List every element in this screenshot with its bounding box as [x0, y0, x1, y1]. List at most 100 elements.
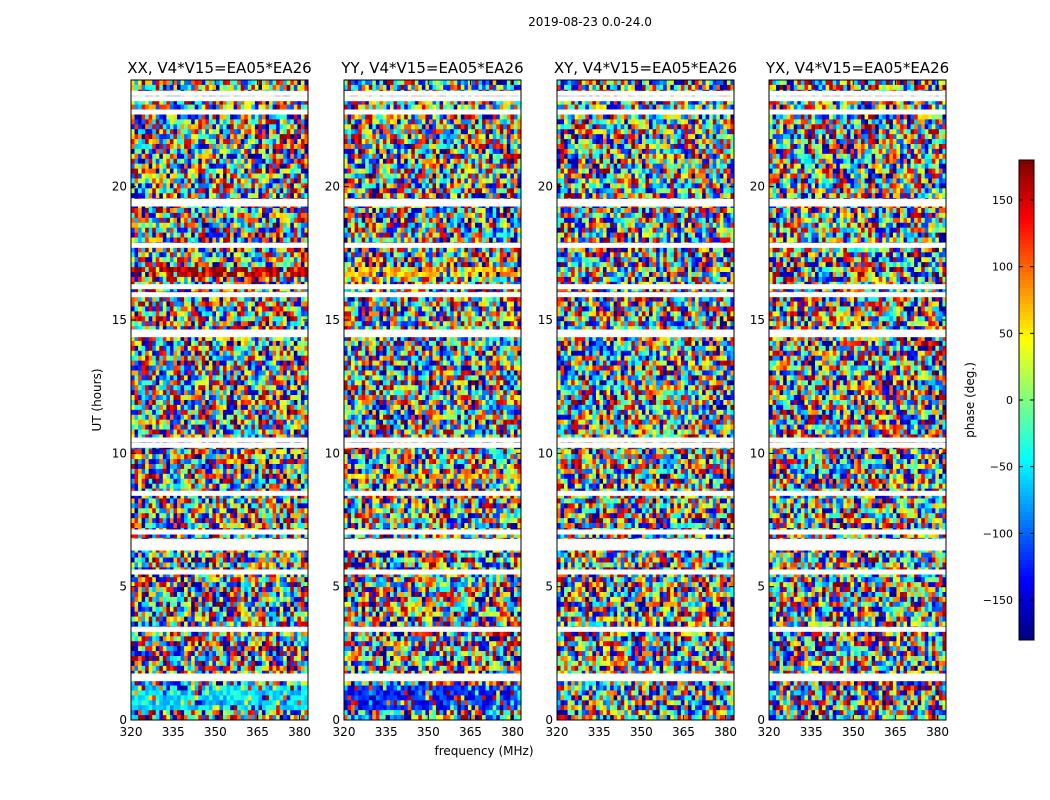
flag-gap [769, 91, 946, 96]
colorbar-segment [1019, 528, 1034, 532]
colorbar-segment [1019, 548, 1034, 552]
y-tick-label: 5 [332, 580, 340, 594]
colorbar-segment [1019, 200, 1034, 204]
flag-gap [344, 91, 521, 96]
colorbar-segment [1019, 512, 1034, 516]
flag-gap [769, 491, 946, 496]
colorbar-segment [1019, 460, 1034, 464]
flag-gap [769, 284, 946, 289]
colorbar-segment [1019, 272, 1034, 276]
flag-gap [344, 570, 521, 575]
y-tick-label: 0 [332, 713, 340, 727]
colorbar-segment [1019, 544, 1034, 548]
y-tick-label: 5 [119, 580, 127, 594]
flag-gap [344, 674, 521, 679]
colorbar-segment [1019, 584, 1034, 588]
colorbar-tick-label: −100 [983, 527, 1013, 540]
colorbar-segment [1019, 428, 1034, 432]
colorbar-segment [1019, 384, 1034, 388]
colorbar-segment [1019, 456, 1034, 460]
colorbar-segment [1019, 260, 1034, 264]
colorbar-segment [1019, 284, 1034, 288]
colorbar-segment [1019, 256, 1034, 260]
flag-gap [769, 110, 946, 115]
colorbar-segment [1019, 380, 1034, 384]
x-tick-label: 380 [288, 725, 311, 739]
colorbar-segment [1019, 540, 1034, 544]
flag-gap [557, 674, 734, 679]
colorbar-segment [1019, 324, 1034, 328]
flag-gap [344, 627, 521, 632]
colorbar-tick-label: −50 [990, 461, 1013, 474]
x-tick-label: 335 [375, 725, 398, 739]
flag-gap [344, 284, 521, 289]
flag-gap [131, 110, 308, 115]
flag-gap [344, 330, 521, 335]
phase-image-yx [769, 80, 946, 720]
x-tick-label: 320 [546, 725, 569, 739]
flag-gap [131, 570, 308, 575]
panel-title: YX, V4*V15=EA05*EA26 [765, 59, 949, 77]
colorbar-segment [1019, 580, 1034, 584]
colorbar-segment [1019, 296, 1034, 300]
colorbar-segment [1019, 228, 1034, 232]
colorbar-segment [1019, 332, 1034, 336]
colorbar-tick-label: 0 [1006, 394, 1013, 407]
colorbar-segment [1019, 588, 1034, 592]
colorbar-segment [1019, 320, 1034, 324]
colorbar-segment [1019, 204, 1034, 208]
x-tick-label: 335 [162, 725, 185, 739]
colorbar-segment [1019, 392, 1034, 396]
colorbar-segment [1019, 632, 1034, 636]
flag-gap [557, 570, 734, 575]
flag-gap [557, 96, 734, 101]
colorbar-segment [1019, 536, 1034, 540]
flag-gap [769, 627, 946, 632]
phase-image-xy [557, 80, 734, 720]
x-tick-label: 320 [333, 725, 356, 739]
colorbar-segment [1019, 192, 1034, 196]
colorbar-segment [1019, 488, 1034, 492]
colorbar-segment [1019, 424, 1034, 428]
flag-gap [769, 243, 946, 248]
colorbar-segment [1019, 356, 1034, 360]
colorbar-segment [1019, 348, 1034, 352]
flag-gap [557, 199, 734, 204]
flag-gap [344, 96, 521, 101]
colorbar-segment [1019, 160, 1034, 164]
flag-gap [769, 330, 946, 335]
x-tick-label: 350 [417, 725, 440, 739]
colorbar-segment [1019, 164, 1034, 168]
y-tick-label: 20 [538, 180, 553, 194]
flag-gap [131, 243, 308, 248]
colorbar-segment [1019, 468, 1034, 472]
flag-gap [344, 438, 521, 443]
colorbar-segment [1019, 492, 1034, 496]
colorbar-segment [1019, 172, 1034, 176]
flag-gap [131, 627, 308, 632]
colorbar-segment [1019, 496, 1034, 500]
y-tick-label: 10 [325, 446, 340, 460]
colorbar-segment [1019, 376, 1034, 380]
flag-gap [344, 539, 521, 544]
flag-gap [557, 438, 734, 443]
flag-gap [344, 292, 521, 297]
figure-suptitle: 2019-08-23 0.0-24.0 [528, 15, 652, 29]
flag-gap [344, 530, 521, 535]
flag-gap [557, 539, 734, 544]
colorbar-segment [1019, 448, 1034, 452]
colorbar-segment [1019, 608, 1034, 612]
flag-gap [131, 530, 308, 535]
colorbar-segment [1019, 236, 1034, 240]
colorbar-segment [1019, 304, 1034, 308]
colorbar-segment [1019, 344, 1034, 348]
x-tick-label: 350 [842, 725, 865, 739]
flag-gap [344, 243, 521, 248]
colorbar-segment [1019, 252, 1034, 256]
colorbar-segment [1019, 600, 1034, 604]
flag-gap [344, 491, 521, 496]
y-tick-label: 5 [757, 580, 765, 594]
colorbar-segment [1019, 576, 1034, 580]
